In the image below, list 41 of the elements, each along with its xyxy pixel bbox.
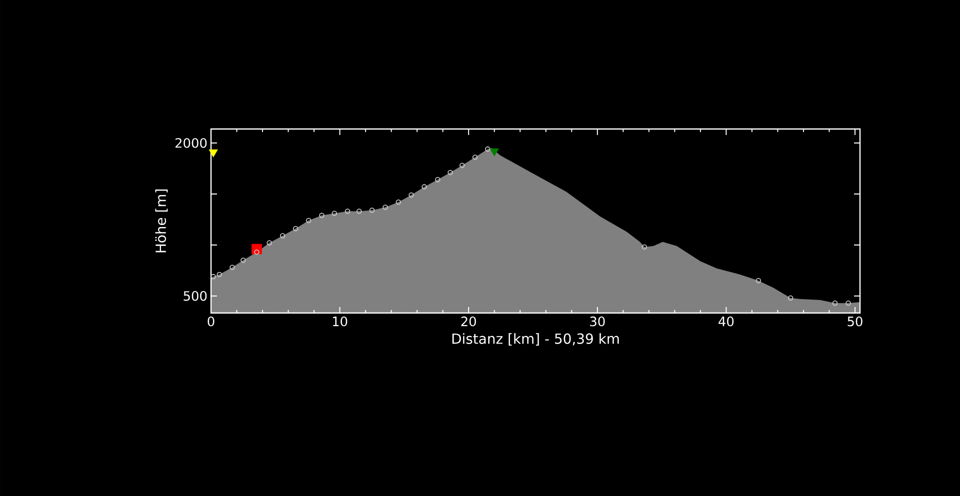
point <box>369 208 375 213</box>
point <box>396 199 402 205</box>
point <box>319 212 324 218</box>
x-axis-title: Distanz [km] - 50,39 km <box>452 333 619 346</box>
point <box>280 233 286 238</box>
point <box>460 162 465 168</box>
y-axis-title: Höhe [m] <box>155 190 168 252</box>
point <box>208 149 218 158</box>
point <box>344 208 350 214</box>
point <box>422 184 427 190</box>
point <box>490 148 499 156</box>
x-tick-label: 30 <box>590 316 605 326</box>
point <box>642 244 648 250</box>
x-tick-label: 40 <box>718 316 734 326</box>
point <box>485 146 490 152</box>
point <box>252 244 262 254</box>
point <box>832 300 838 306</box>
x-tick-label: 0 <box>208 316 214 326</box>
point <box>230 264 235 270</box>
point <box>448 170 453 176</box>
point <box>254 249 260 255</box>
point <box>356 208 362 214</box>
point <box>788 295 794 301</box>
point <box>240 258 246 263</box>
x-tick-label: 20 <box>461 316 476 326</box>
y-tick-label: 500 <box>184 291 207 301</box>
point <box>756 278 762 284</box>
point <box>472 154 478 160</box>
point <box>408 192 414 198</box>
x-tick-label: 10 <box>332 316 348 326</box>
point <box>210 274 216 280</box>
point <box>306 218 312 224</box>
point <box>435 177 440 182</box>
point <box>266 240 272 246</box>
x-tick-label: 50 <box>848 316 862 326</box>
point <box>846 300 851 306</box>
point <box>382 204 388 210</box>
y-tick-label: 2000 <box>175 138 207 148</box>
point <box>292 226 298 232</box>
point <box>332 210 338 216</box>
point <box>216 272 222 278</box>
